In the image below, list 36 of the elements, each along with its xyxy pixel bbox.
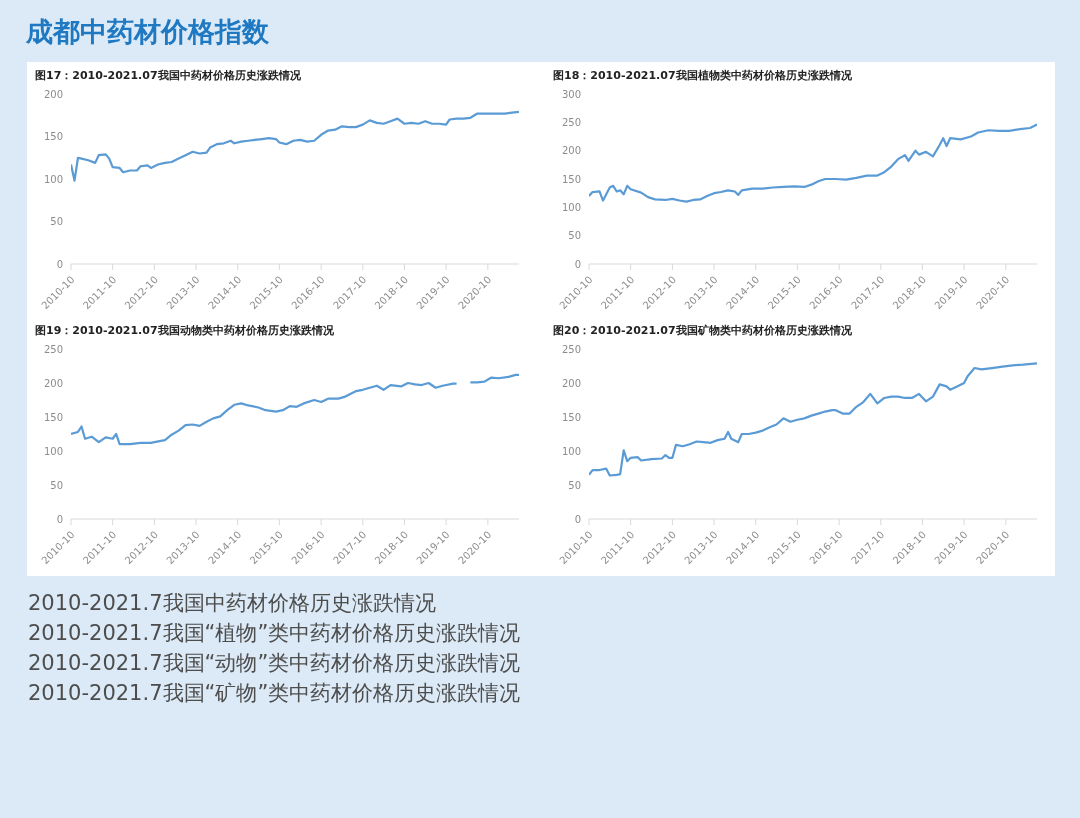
y-tick-label: 200 xyxy=(43,88,63,100)
y-tick-label: 300 xyxy=(561,88,581,100)
chart-title: 图19：2010-2021.07我国动物类中药材价格历史涨跌情况 xyxy=(34,323,335,339)
y-tick-label: 150 xyxy=(43,411,63,423)
y-tick-label: 100 xyxy=(561,445,581,457)
text: 成都中药材价格指数 xyxy=(25,15,270,49)
text: 2010-2021.7我国“动物”类中药材价格历史涨跌情况 xyxy=(28,650,522,677)
y-tick-label: 200 xyxy=(43,377,63,389)
chart-title: 图17：2010-2021.07我国中药材价格历史涨跌情况 xyxy=(34,68,302,84)
y-tick-label: 0 xyxy=(56,258,63,270)
line-series xyxy=(589,123,1037,203)
y-tick-label: 0 xyxy=(574,258,581,270)
text: 2010-2021.7我国中药材价格历史涨跌情况 xyxy=(28,590,437,617)
y-tick-label: 0 xyxy=(56,513,63,525)
line-series xyxy=(71,110,519,182)
y-tick-label: 250 xyxy=(43,343,63,355)
text: 2010-2021.7我国“植物”类中药材价格历史涨跌情况 xyxy=(28,620,522,647)
y-tick-label: 250 xyxy=(561,343,581,355)
y-tick-label: 150 xyxy=(561,173,581,185)
y-tick-label: 50 xyxy=(568,230,581,242)
y-tick-label: 50 xyxy=(50,216,63,228)
y-tick-label: 100 xyxy=(43,173,63,185)
chart-title: 图20：2010-2021.07我国矿物类中药材价格历史涨跌情况 xyxy=(552,323,853,339)
y-tick-label: 50 xyxy=(568,479,581,491)
y-tick-label: 100 xyxy=(561,201,581,213)
y-tick-label: 200 xyxy=(561,377,581,389)
chart-title: 图18：2010-2021.07我国植物类中药材价格历史涨跌情况 xyxy=(552,68,853,84)
y-tick-label: 0 xyxy=(574,513,581,525)
y-tick-label: 100 xyxy=(43,445,63,457)
line-series xyxy=(589,362,1037,477)
y-tick-label: 200 xyxy=(561,145,581,157)
y-tick-label: 50 xyxy=(50,479,63,491)
y-tick-label: 150 xyxy=(561,411,581,423)
y-tick-label: 150 xyxy=(43,131,63,143)
y-tick-label: 250 xyxy=(561,116,581,128)
text: 2010-2021.7我国“矿物”类中药材价格历史涨跌情况 xyxy=(28,680,522,707)
